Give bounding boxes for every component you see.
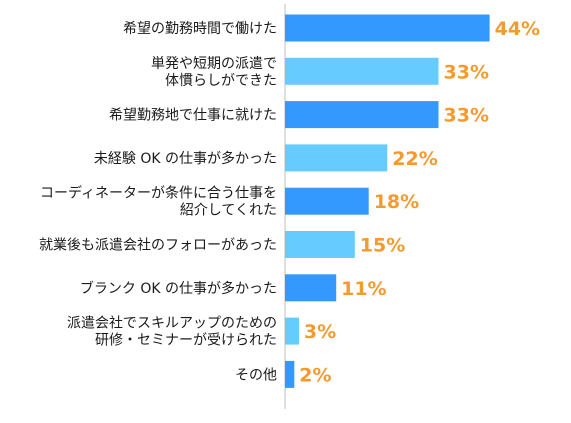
data-label: 11% bbox=[341, 278, 386, 300]
category-label: 就業後も派遣会社のフォローがあった bbox=[39, 238, 277, 254]
bar bbox=[285, 231, 355, 258]
data-label: 22% bbox=[392, 148, 437, 170]
category-label: 希望の勤務時間で働けた bbox=[123, 21, 277, 37]
bar bbox=[285, 57, 439, 85]
bar bbox=[285, 14, 490, 42]
data-label: 18% bbox=[374, 191, 419, 213]
data-label: 15% bbox=[360, 235, 405, 257]
bar bbox=[285, 274, 337, 302]
bar bbox=[285, 360, 295, 388]
bar bbox=[285, 187, 369, 215]
category-label: 希望勤務地で仕事に就けた bbox=[109, 108, 277, 124]
category-label: 単発や短期の派遣で体慣らしができた bbox=[151, 56, 277, 89]
bar bbox=[285, 144, 388, 172]
category-label: その他 bbox=[235, 367, 277, 383]
category-label: 未経験 OK の仕事が多かった bbox=[94, 150, 277, 167]
data-label: 2% bbox=[299, 364, 331, 386]
category-label: 派遣会社でスキルアップのための研修・セミナーが受けられた bbox=[67, 316, 277, 349]
bar bbox=[285, 317, 299, 345]
data-label: 33% bbox=[444, 105, 489, 127]
bar bbox=[285, 101, 439, 129]
data-label: 3% bbox=[304, 321, 336, 343]
data-label: 33% bbox=[444, 61, 489, 83]
category-label: ブランク OK の仕事が多かった bbox=[80, 280, 277, 297]
data-label: 44% bbox=[495, 18, 540, 40]
category-label: コーディネーターが条件に合う仕事を紹介してくれた bbox=[40, 185, 277, 219]
